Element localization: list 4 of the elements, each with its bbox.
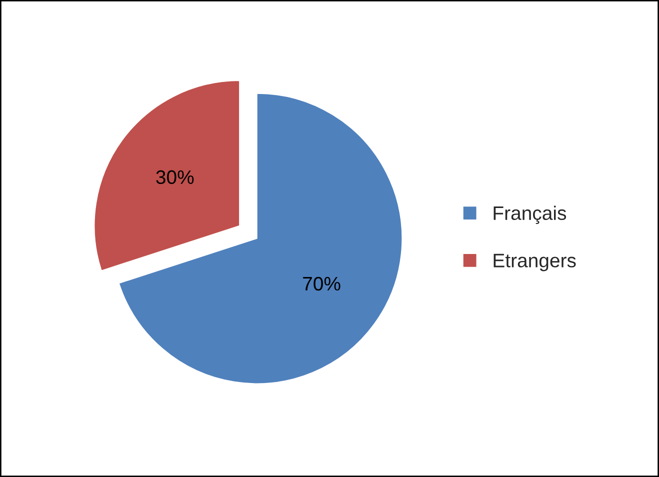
legend-label: Etrangers [494,254,576,272]
data-label: 30% [156,170,194,184]
data-label: 70% [303,276,340,291]
legend-label: Français [494,206,566,224]
